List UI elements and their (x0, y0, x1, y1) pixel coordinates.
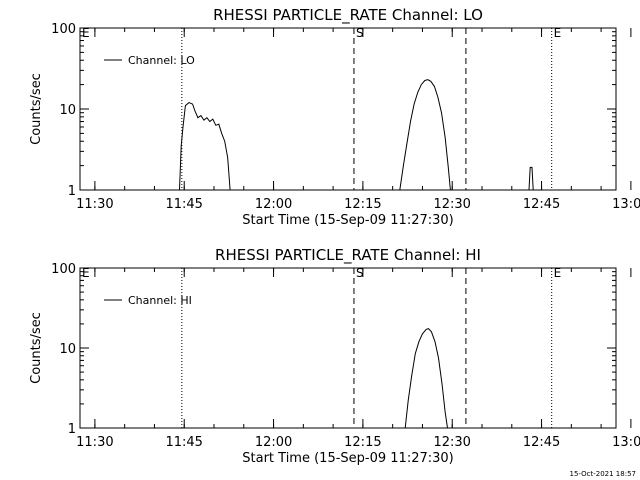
panel-2-x-axis-label: Start Time (15-Sep-09 11:27:30) (242, 451, 453, 466)
panel-1-y-tick-label: 10 (59, 103, 76, 118)
panel-2-event-marker-label: E (554, 266, 562, 280)
panel-1-x-tick-label: 12:45 (523, 197, 560, 212)
panel-2-event-marker-label: S (356, 266, 364, 280)
panel-1-y-tick-label: 1 (68, 184, 76, 199)
panel-2-x-tick-label: 12:45 (523, 435, 560, 450)
panel-2-y-tick-label: 1 (68, 422, 76, 437)
panel-1-y-tick-label: 100 (51, 22, 76, 37)
panel-2-x-tick-label: 11:30 (76, 435, 113, 450)
panel-1-x-tick-label: 13:00 (612, 197, 640, 212)
panel-1-legend-label: Channel: LO (128, 54, 195, 67)
panel-1-x-axis-label: Start Time (15-Sep-09 11:27:30) (242, 213, 453, 228)
panel-1-event-marker-label: S (356, 26, 364, 40)
panel-2-y-axis-label: Counts/sec (29, 312, 44, 384)
panel-1-x-tick-label: 12:30 (433, 197, 470, 212)
panel-1-axes-frame (79, 27, 617, 191)
panel-1-series-line (179, 102, 231, 191)
panel-2-x-tick-label: 13:00 (612, 435, 640, 450)
panel-1-x-tick-label: 11:45 (165, 197, 202, 212)
panel-1-event-marker-label: E (554, 26, 562, 40)
panel-2-event-marker-label: E (82, 266, 90, 280)
panel-1-series-line (528, 166, 534, 191)
panel-2-x-tick-label: 11:45 (165, 435, 202, 450)
plot-timestamp: 15-Oct-2021 18:57 (570, 470, 636, 478)
panel-2-series-line (404, 328, 448, 429)
panel-2-x-tick-label: 12:15 (344, 435, 381, 450)
panel-1-y-axis-label: Counts/sec (29, 73, 44, 145)
panel-1-event-marker-label: E (82, 26, 90, 40)
panel-2-y-tick-label: 100 (51, 262, 76, 277)
panel-1-title: RHESSI PARTICLE_RATE Channel: LO (213, 6, 483, 25)
panel-1-x-tick-label: 12:15 (344, 197, 381, 212)
panel-1-x-tick-label: 11:30 (76, 197, 113, 212)
panel-2-x-tick-label: 12:30 (433, 435, 470, 450)
panel-1-x-tick-label: 12:00 (255, 197, 292, 212)
panel-2-axes-frame (79, 267, 617, 429)
panel-2-y-tick-label: 10 (59, 342, 76, 357)
panel-2-legend-label: Channel: HI (128, 294, 192, 307)
panel-2-title: RHESSI PARTICLE_RATE Channel: HI (215, 246, 481, 265)
panel-1-series-line (399, 79, 451, 191)
panel-2-x-tick-label: 12:00 (255, 435, 292, 450)
